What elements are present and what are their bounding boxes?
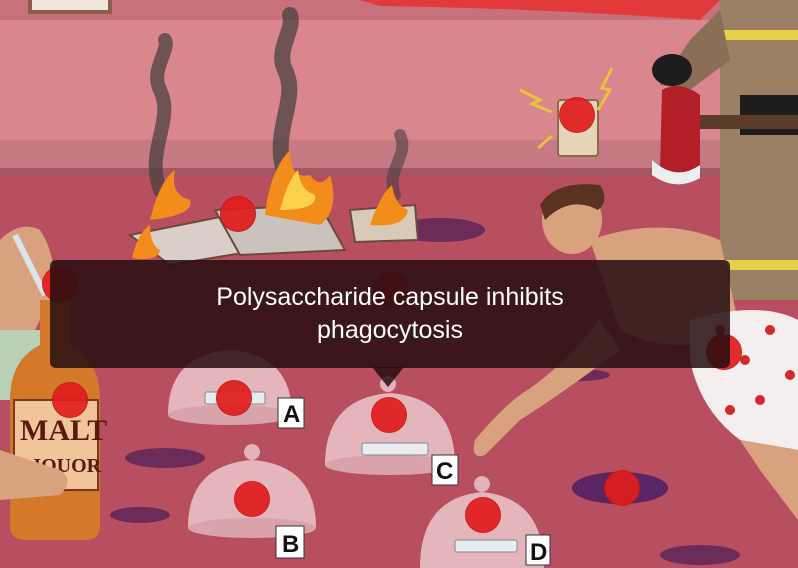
flame bbox=[370, 185, 408, 226]
dish-label: A bbox=[283, 401, 300, 428]
syringe bbox=[12, 233, 48, 297]
dish-label-card bbox=[431, 454, 459, 486]
man-leg bbox=[740, 440, 798, 520]
hotspot-malt-liquor[interactable] bbox=[52, 382, 88, 418]
man-hair bbox=[540, 184, 605, 220]
dish-label: C bbox=[436, 458, 453, 485]
hotspot-dish-c[interactable] bbox=[371, 397, 407, 433]
tooltip-text: Polysaccharide capsule inhibits phagocyt… bbox=[216, 283, 564, 344]
picture-frame bbox=[28, 0, 112, 14]
smoke bbox=[148, 33, 173, 197]
spark bbox=[519, 88, 553, 114]
hotspot-dish-d[interactable] bbox=[465, 497, 501, 533]
dish-label-card bbox=[525, 534, 551, 566]
hotspot-dish-a[interactable] bbox=[216, 380, 252, 416]
hotspot-electrical-outlet[interactable] bbox=[559, 97, 595, 133]
floor-stain bbox=[125, 448, 205, 468]
dish-base bbox=[325, 455, 455, 475]
hotspot-burning-papers[interactable] bbox=[220, 196, 256, 232]
spark bbox=[596, 67, 614, 111]
firefighter-body bbox=[720, 0, 798, 300]
hotspot-floor-stain[interactable] bbox=[604, 470, 640, 506]
dish-knob bbox=[244, 444, 260, 460]
info-tooltip: Polysaccharide capsule inhibits phagocyt… bbox=[50, 260, 730, 368]
axe-handle bbox=[680, 115, 798, 129]
red-banner bbox=[360, 0, 720, 20]
shorts-dot bbox=[725, 405, 735, 415]
floor-stain bbox=[110, 507, 170, 523]
dish-label-card bbox=[277, 397, 305, 429]
spark bbox=[537, 134, 553, 150]
tooltip-pointer bbox=[372, 367, 404, 387]
dish-label: D bbox=[530, 539, 547, 566]
syringe-in-dish bbox=[454, 539, 518, 553]
bottom-hand bbox=[0, 450, 68, 500]
smoke bbox=[272, 7, 299, 183]
firefighter-glove bbox=[652, 54, 692, 86]
dish-label: B bbox=[282, 531, 299, 558]
floor-stain bbox=[660, 545, 740, 565]
firefighter-stripe bbox=[720, 260, 798, 270]
dish-label-card bbox=[275, 525, 305, 559]
dish-knob bbox=[474, 476, 490, 492]
hotspot-dish-b[interactable] bbox=[234, 481, 270, 517]
shorts-dot bbox=[740, 355, 750, 365]
firefighter-stripe bbox=[720, 30, 798, 40]
smoke bbox=[386, 129, 409, 201]
axe-head bbox=[660, 86, 700, 174]
shorts-dot bbox=[755, 395, 765, 405]
flame bbox=[280, 170, 316, 210]
malt-label-line1: MALT bbox=[20, 414, 107, 447]
flame bbox=[150, 170, 191, 220]
petri-dish-d: D bbox=[420, 476, 551, 568]
shorts-dot bbox=[765, 325, 775, 335]
axe-blade bbox=[652, 160, 700, 185]
syringe-in-dish bbox=[361, 442, 429, 456]
flame bbox=[132, 225, 160, 259]
shorts-dot bbox=[785, 370, 795, 380]
